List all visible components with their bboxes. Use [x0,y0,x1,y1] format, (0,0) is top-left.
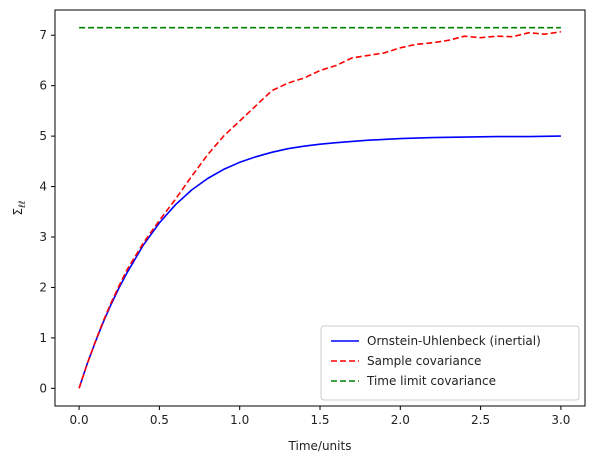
legend-label-2: Sample covariance [367,354,481,368]
x-tick-label: 0.0 [70,413,89,427]
y-axis-label: Σℓℓ [11,200,28,215]
y-tick-label: 6 [39,79,47,93]
x-axis-label: Time/units [288,439,352,453]
x-tick-label: 0.5 [150,413,169,427]
y-tick-label: 1 [39,331,47,345]
x-axis: 0.0 0.5 1.0 1.5 2.0 2.5 3.0 [70,406,570,427]
x-tick-label: 1.5 [310,413,329,427]
y-tick-label: 2 [39,280,47,294]
y-axis: 0 1 2 3 4 5 6 7 [39,28,55,395]
y-tick-label: 7 [39,28,47,42]
x-tick-label: 2.0 [391,413,410,427]
y-tick-label: 5 [39,129,47,143]
x-tick-label: 3.0 [551,413,570,427]
y-tick-label: 4 [39,180,47,194]
x-tick-label: 1.0 [230,413,249,427]
series-line-1 [78,135,561,389]
plot-marks [78,26,562,389]
y-axis-label-symbol: Σ [11,208,25,216]
legend-box [320,325,580,401]
y-tick-label: 0 [39,381,47,395]
legend-label-1: Ornstein-Uhlenbeck (inertial) [367,334,541,348]
x-tick-label: 2.5 [471,413,490,427]
legend: Ornstein-Uhlenbeck (inertial) Sample cova… [320,325,580,401]
y-tick-label: 3 [39,230,47,244]
series-line-2 [78,30,562,389]
legend-label-3: Time limit covariance [366,374,496,388]
y-axis-label-subscript: ℓℓ [18,200,28,208]
